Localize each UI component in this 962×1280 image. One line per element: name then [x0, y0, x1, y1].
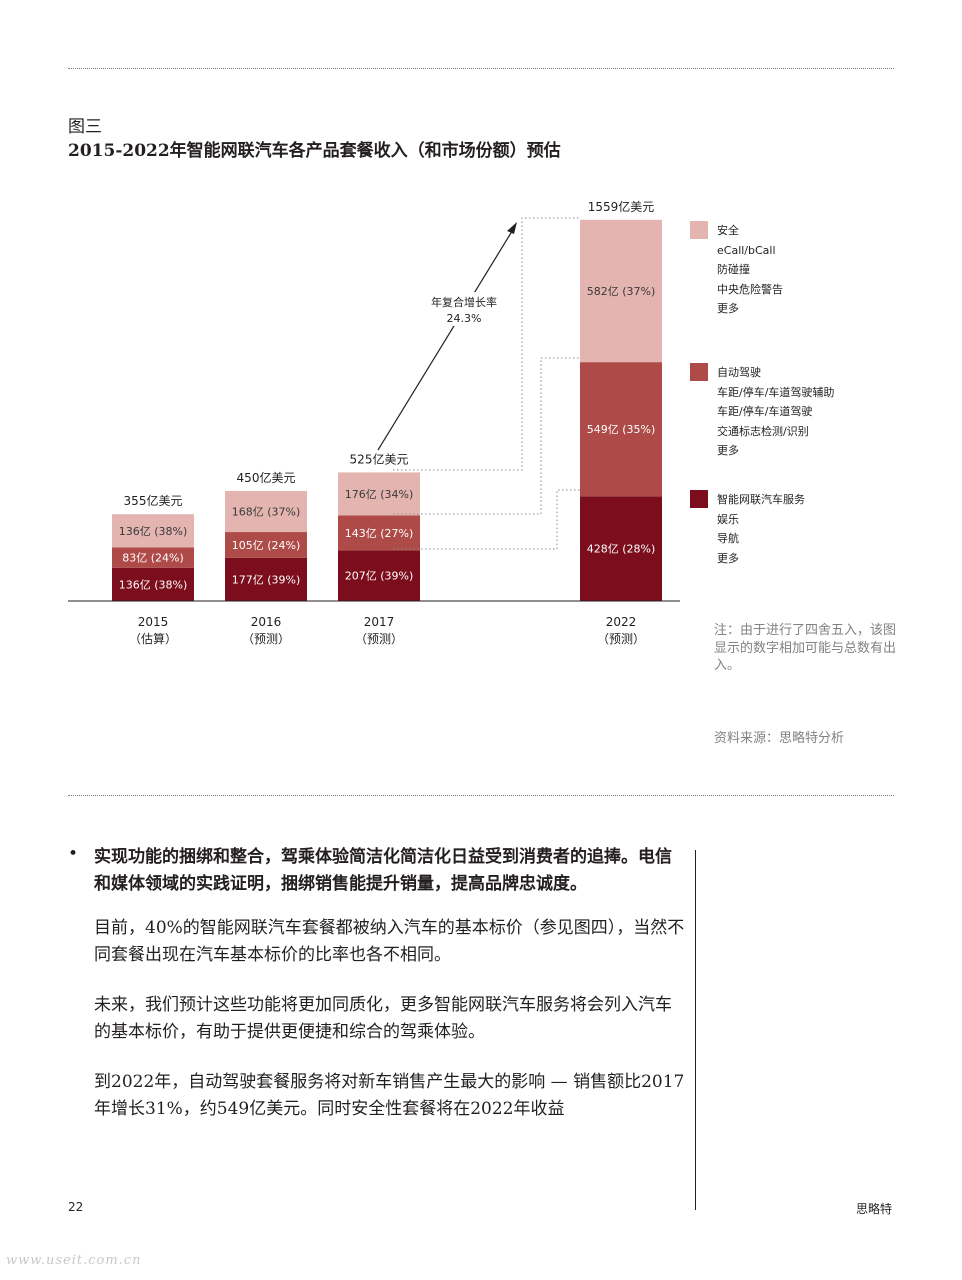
stacked-bar-chart: 136亿 (38%) 83亿 (24%) 136亿 (38%) 355亿美元 2015 （… — [68, 199, 680, 646]
legend-item: 更多 — [717, 444, 739, 457]
bar-segment — [580, 362, 662, 497]
data-label: 582亿 (37%) — [587, 285, 656, 298]
legend-item: 更多 — [717, 302, 739, 315]
legend-item: 车距/停车/车道驾驶辅助 — [717, 385, 835, 399]
connector-safety — [393, 217, 580, 471]
data-label: 168亿 (37%) — [232, 506, 301, 519]
legend-item: 导航 — [717, 532, 739, 545]
vertical-rule — [695, 850, 696, 1210]
chart-note: 注：由于进行了四舍五入，该图显示的数字相加可能与总数有出入。 — [714, 623, 897, 673]
total-label: 1559亿美元 — [588, 199, 655, 214]
growth-arrowhead-icon — [507, 222, 517, 234]
data-label: 143亿 (27%) — [345, 527, 414, 540]
bar-segment — [112, 514, 194, 548]
connector-autodrive — [393, 357, 580, 515]
legend-item: 自动驾驶 — [717, 366, 761, 379]
figure-label: 图三 — [68, 117, 102, 137]
body-text: 实现功能的捆绑和整合，驾乘体验简洁化简洁化日益受到消费者的追捧。电信和媒体领域的… — [94, 844, 686, 1146]
x-tick-label: 2015 — [138, 615, 169, 629]
bullet-text: 实现功能的捆绑和整合，驾乘体验简洁化简洁化日益受到消费者的追捧。电信和媒体领域的… — [94, 847, 672, 894]
cagr-label: 年复合增长率 — [431, 295, 497, 309]
bullet-icon: • — [68, 844, 79, 864]
middle-divider — [68, 795, 894, 796]
page-number: 22 — [68, 1200, 84, 1214]
legend-item: eCall/bCall — [717, 243, 776, 257]
legend-item: 安全 — [717, 224, 739, 237]
data-label: 136亿 (38%) — [119, 578, 188, 591]
total-label: 355亿美元 — [124, 493, 183, 508]
bar-segment — [112, 547, 194, 568]
x-tick-note: （预测） — [242, 632, 290, 646]
legend-item: 更多 — [717, 551, 739, 565]
legend-item: 智能网联汽车服务 — [717, 493, 805, 506]
labels-layer: 136亿 (38%) 83亿 (24%) 136亿 (38%) 355亿美元 2015 （… — [119, 199, 656, 646]
paragraph: 到2022年，自动驾驶套餐服务将对新车销售产生最大的影响 — 销售额比2017年… — [94, 1072, 685, 1119]
legend-swatch-service — [690, 490, 708, 508]
chart-source: 资料来源：思略特分析 — [714, 731, 845, 746]
legend-item: 车距/停车/车道驾驶 — [717, 405, 813, 418]
bar-segment — [112, 567, 194, 601]
bar-segment — [225, 557, 307, 601]
connector-service — [393, 489, 580, 550]
data-label: 105亿 (24%) — [232, 539, 301, 552]
figure-title: 2015-2022年智能网联汽车各产品套餐收入（和市场份额）预估 — [68, 141, 561, 161]
bar-segment — [225, 490, 307, 533]
data-label: 177亿 (39%) — [232, 573, 301, 586]
bar-segment — [225, 532, 307, 558]
x-tick-label: 2022 — [606, 615, 637, 629]
data-label: 83亿 (24%) — [122, 552, 184, 565]
connector-lines — [393, 217, 580, 550]
growth-arrow — [377, 227, 515, 451]
annotation-bg — [420, 292, 508, 326]
bar-segment — [580, 219, 662, 363]
paragraph: 目前，40%的智能网联汽车套餐都被纳入汽车的基本标价（参见图四），当然不同套餐出… — [94, 918, 685, 965]
total-label: 450亿美元 — [237, 470, 296, 485]
x-tick-note: （预测） — [355, 632, 403, 646]
data-label: 428亿 (28%) — [587, 543, 656, 556]
cagr-value: 24.3% — [447, 312, 482, 325]
x-tick-label: 2017 — [364, 615, 395, 629]
bars-layer — [112, 219, 662, 601]
data-label: 207亿 (39%) — [345, 570, 414, 583]
x-tick-note: （估算） — [129, 631, 177, 646]
data-label: 549亿 (35%) — [587, 423, 656, 436]
legend-swatch-autodrive — [690, 363, 708, 381]
legend-item: 娱乐 — [717, 512, 739, 526]
total-label: 525亿美元 — [350, 451, 409, 466]
footer-brand: 思略特 — [856, 1202, 893, 1216]
legend-item: 防碰撞 — [717, 263, 750, 276]
x-tick-note: （预测） — [597, 632, 645, 646]
legend-item: 交通标志检测/识别 — [717, 424, 809, 438]
paragraph: 未来，我们预计这些功能将更加同质化，更多智能网联汽车服务将会列入汽车的基本标价，… — [94, 995, 672, 1042]
watermark: www.useit.com.cn — [6, 1253, 142, 1268]
bar-segment — [338, 472, 420, 516]
bar-segment — [580, 496, 662, 601]
top-divider — [68, 68, 894, 69]
legend-swatch-safety — [690, 221, 708, 239]
x-tick-label: 2016 — [251, 615, 282, 629]
data-label: 136亿 (38%) — [119, 525, 188, 538]
data-label: 176亿 (34%) — [345, 488, 414, 501]
legend-item: 中央危险警告 — [717, 282, 783, 296]
bar-segment — [338, 550, 420, 601]
bar-segment — [338, 515, 420, 551]
